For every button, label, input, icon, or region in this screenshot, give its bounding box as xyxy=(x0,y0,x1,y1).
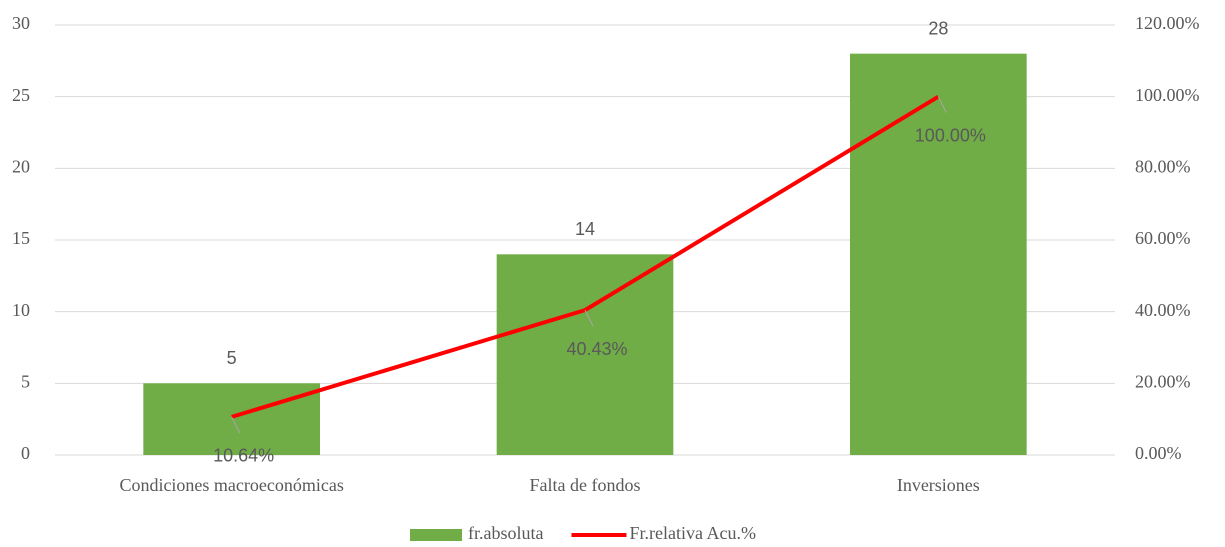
legend-label: Fr.relativa Acu.% xyxy=(629,523,755,543)
y2-tick-label: 20.00% xyxy=(1135,371,1191,391)
bar-value-label: 5 xyxy=(227,348,237,368)
leader-line xyxy=(231,416,241,434)
y2-tick-label: 120.00% xyxy=(1135,13,1200,33)
bar-value-label: 28 xyxy=(928,18,948,38)
legend-label: fr.absoluta xyxy=(468,523,543,543)
y2-tick-label: 80.00% xyxy=(1135,156,1191,176)
y2-tick-label: 0.00% xyxy=(1135,443,1182,463)
y-tick-label: 5 xyxy=(21,371,30,391)
y2-tick-label: 100.00% xyxy=(1135,85,1200,105)
x-tick-label: Falta de fondos xyxy=(530,475,641,495)
y2-tick-label: 40.00% xyxy=(1135,300,1191,320)
line-value-label: 40.43% xyxy=(566,339,627,359)
x-tick-label: Inversiones xyxy=(897,475,980,495)
bar xyxy=(850,53,1027,456)
y-tick-label: 30 xyxy=(12,13,30,33)
y2-tick-label: 60.00% xyxy=(1135,228,1191,248)
y-tick-label: 25 xyxy=(12,85,30,105)
y-tick-label: 20 xyxy=(12,156,30,176)
x-tick-label: Condiciones macroeconómicas xyxy=(119,475,343,495)
bar xyxy=(143,383,320,455)
legend-swatch xyxy=(410,529,462,541)
bar xyxy=(496,254,674,455)
line-value-label: 10.64% xyxy=(213,446,274,466)
leader-line xyxy=(584,309,594,327)
leader-line xyxy=(937,96,947,113)
y-tick-label: 10 xyxy=(12,300,30,320)
bar-value-label: 14 xyxy=(575,219,595,239)
line-value-label: 100.00% xyxy=(915,125,986,145)
y-tick-label: 0 xyxy=(21,443,30,463)
y-tick-label: 15 xyxy=(12,228,30,248)
